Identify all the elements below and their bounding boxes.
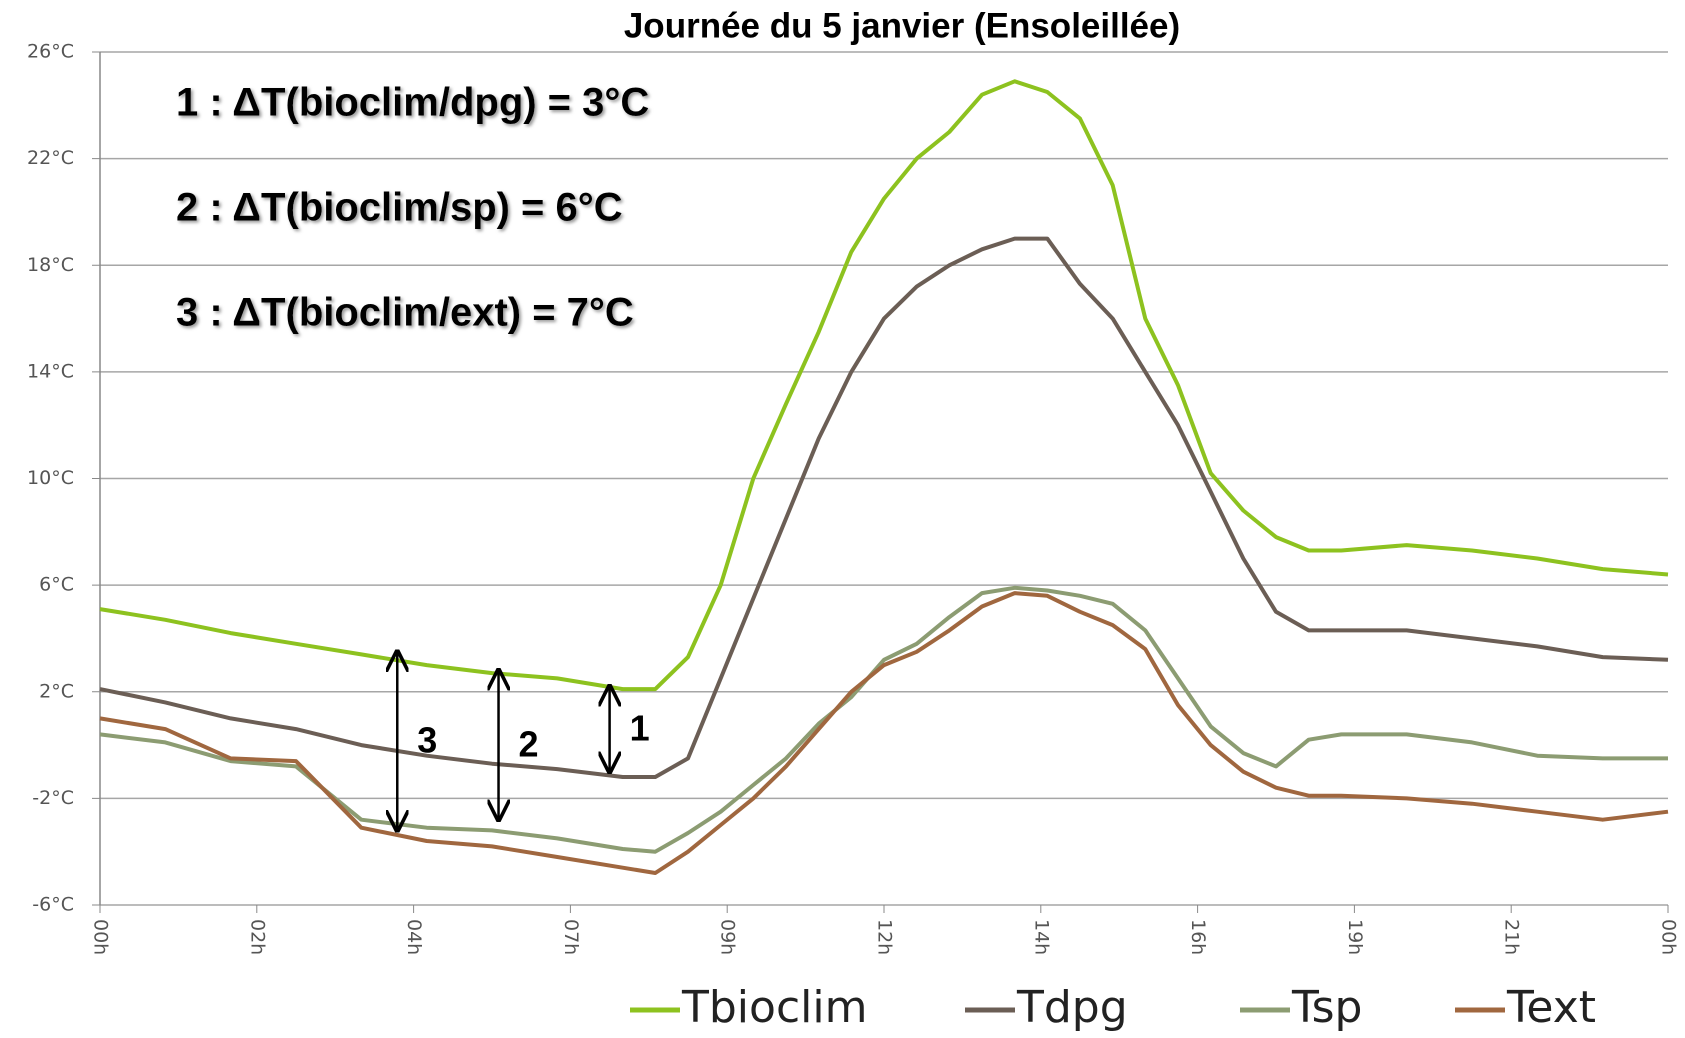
y-tick-label: 22°C [27,147,74,169]
annotation: 1 : ΔT(bioclim/dpg) = 3°C [176,81,649,125]
series-line [99,79,1669,692]
legend-label: Tsp [1291,982,1362,1033]
y-tick-label: 2°C [39,680,74,702]
x-tick-label: 04h [403,919,425,955]
y-tick-label: 18°C [27,254,74,276]
x-tick-label: 00h [1658,919,1680,955]
y-tick-label: 6°C [39,574,74,596]
y-tick-label: 10°C [27,467,74,489]
legend-label: Tdpg [1016,982,1128,1033]
series-line [99,236,1669,779]
x-tick-label: 02h [246,919,268,955]
arrow-label: 2 [519,724,539,765]
legend-label: Tbioclim [681,982,867,1033]
y-tick-label: -2°C [32,787,74,809]
y-tick-label: 26°C [27,41,74,63]
x-tick-label: 07h [560,919,582,955]
y-tick-label: -6°C [32,894,74,916]
arrow-label: 3 [417,720,437,761]
y-tick-label: 14°C [27,360,74,382]
x-tick-label: 21h [1501,919,1523,955]
x-tick-label: 14h [1030,919,1052,955]
x-tick-label: 09h [717,919,739,955]
x-tick-label: 16h [1187,919,1209,955]
series-line [99,585,1668,854]
annotation: 3 : ΔT(bioclim/ext) = 7°C [176,291,634,335]
arrow-label: 1 [630,708,650,749]
x-tick-label: 12h [874,919,896,955]
annotation: 2 : ΔT(bioclim/sp) = 6°C [176,186,623,230]
x-tick-label: 00h [90,919,112,955]
x-tick-label: 19h [1344,919,1366,955]
legend-label: Text [1506,982,1596,1033]
chart-title: Journée du 5 janvier (Ensoleillée) [624,6,1180,45]
series-line [99,591,1669,875]
